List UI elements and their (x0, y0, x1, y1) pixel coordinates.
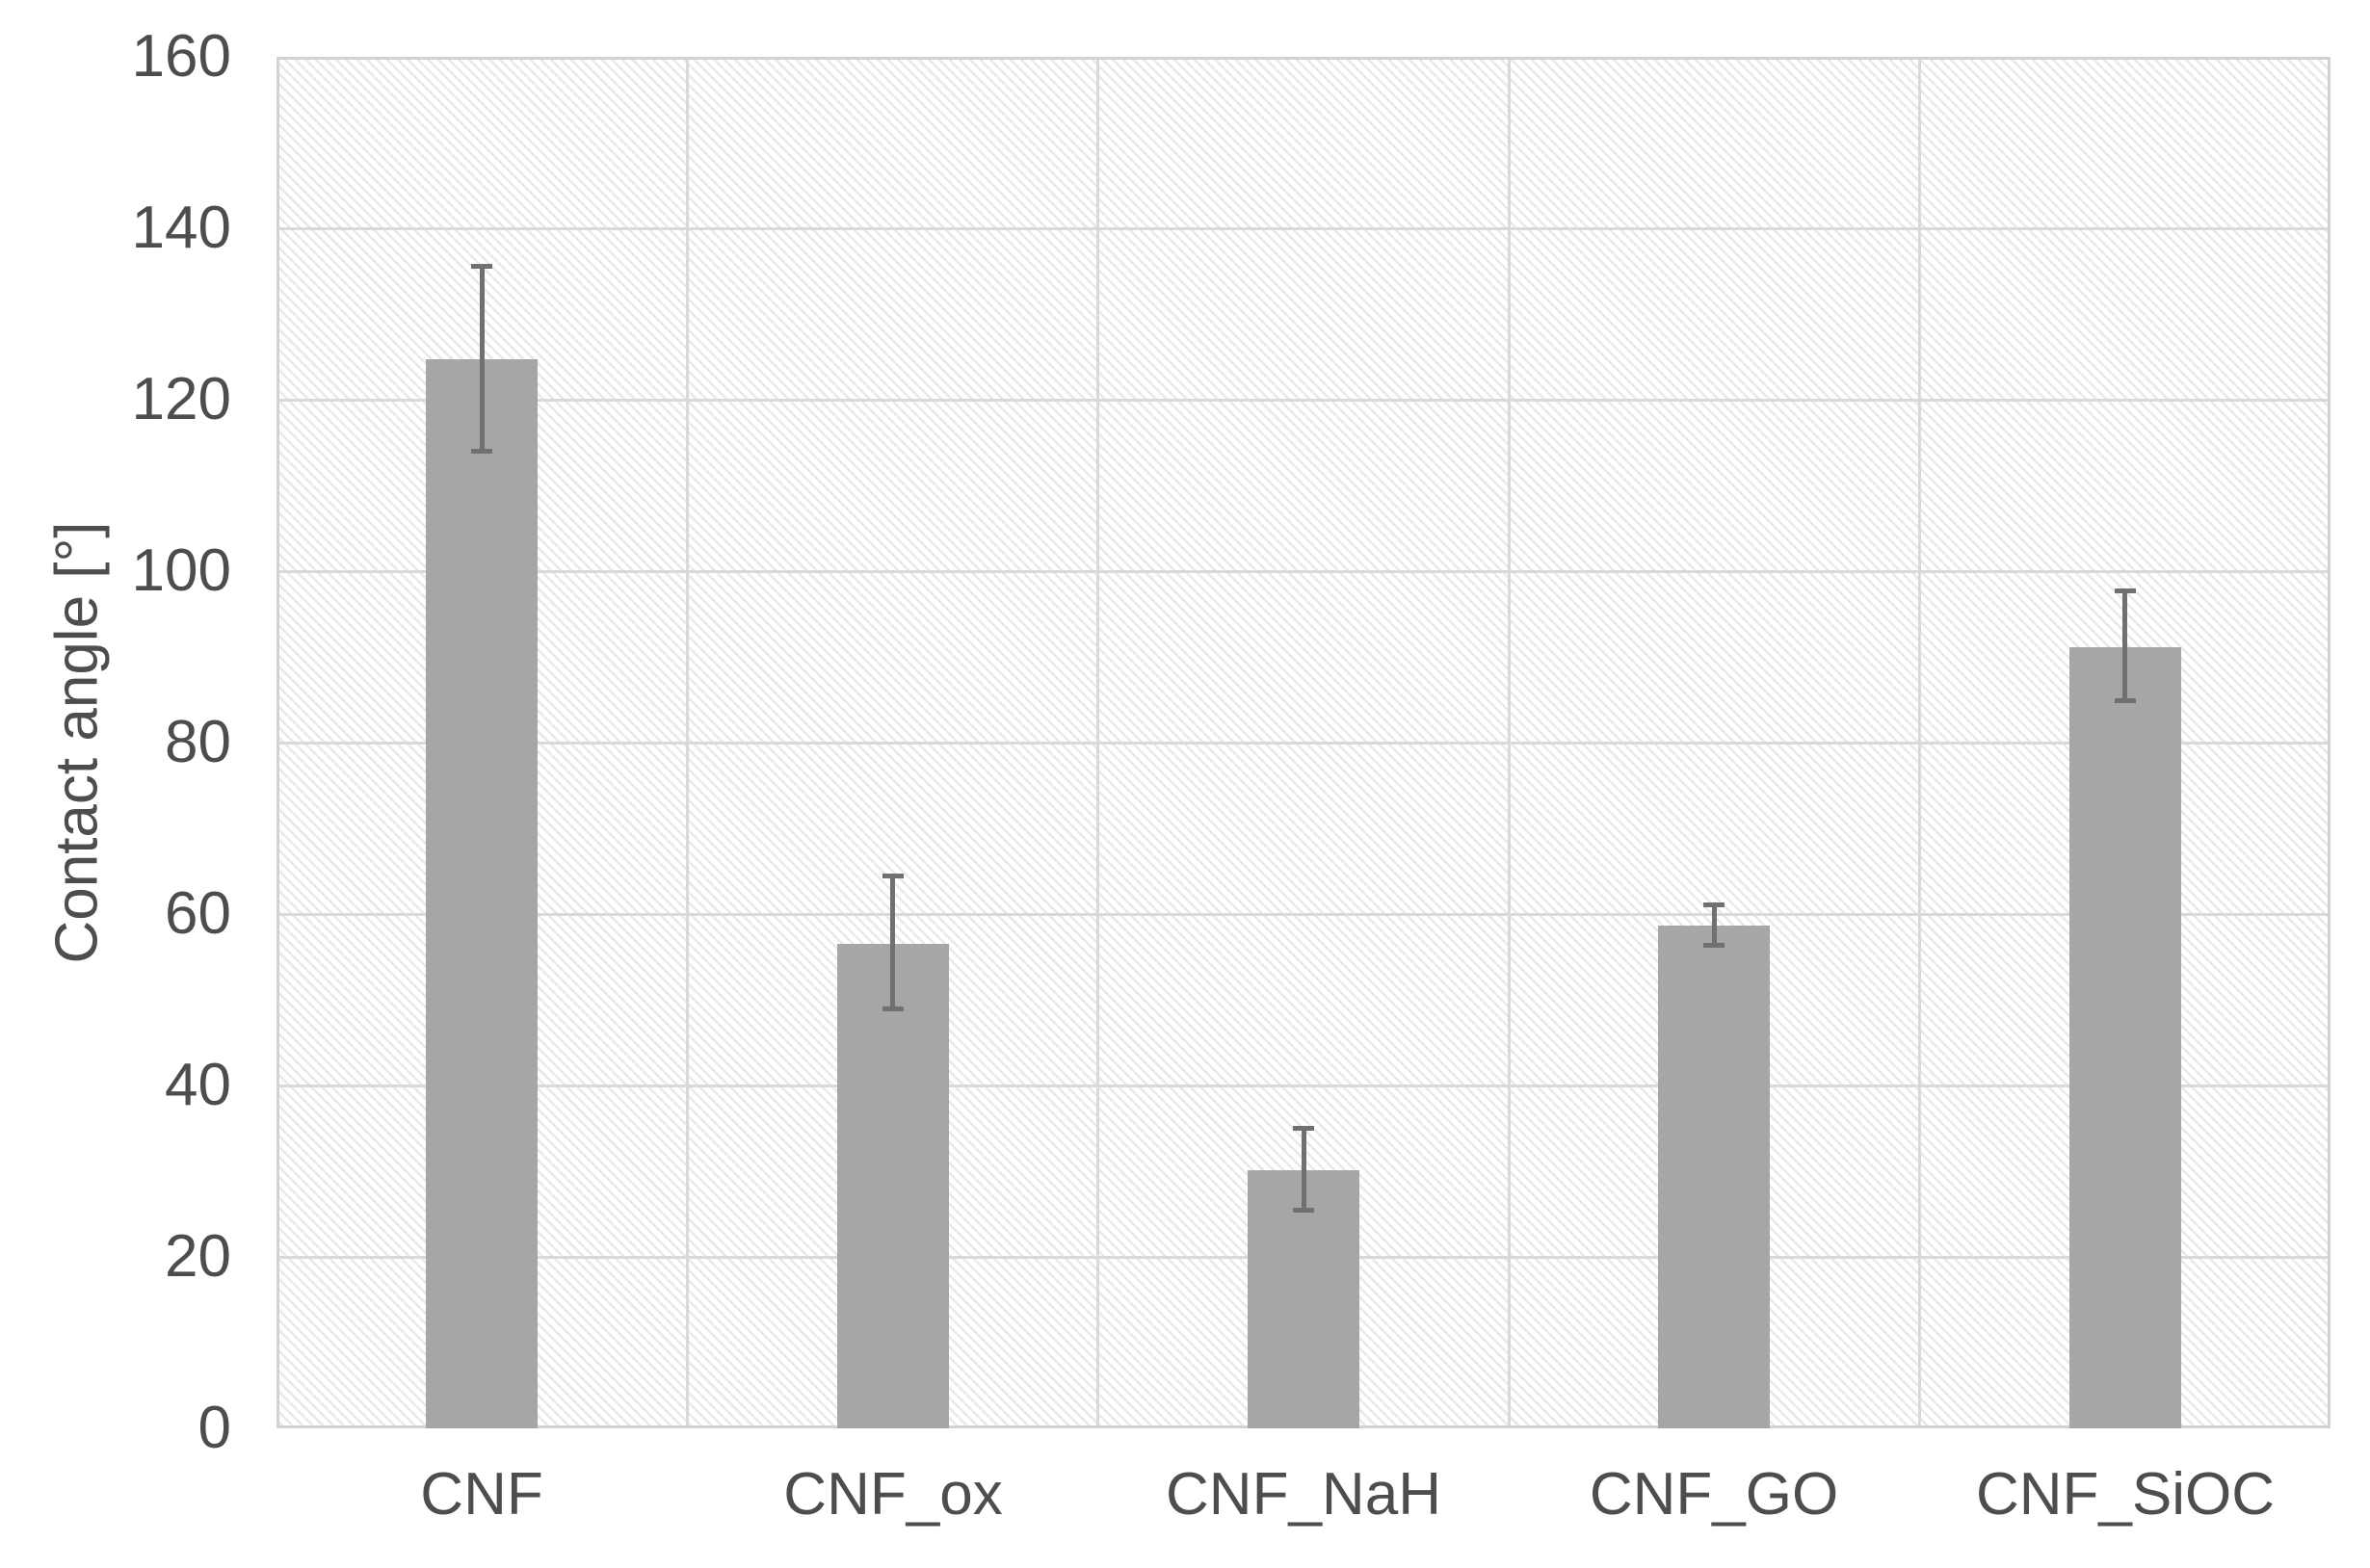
x-tick-label: CNF (420, 1461, 543, 1528)
vertical-gridline (1508, 57, 1511, 1428)
error-bar-cap (882, 874, 904, 878)
y-tick-label: 100 (131, 537, 231, 604)
plot-border (276, 57, 2330, 60)
plot-border (2328, 57, 2330, 1428)
error-bar-cap (2115, 588, 2136, 593)
plot-border (276, 57, 279, 1428)
error-bar-line (890, 876, 895, 1009)
y-tick-label: 20 (165, 1223, 231, 1290)
error-bar-line (1712, 904, 1717, 945)
error-bar-cap (471, 449, 492, 454)
x-tick-label: CNF_GO (1589, 1461, 1839, 1528)
horizontal-gridline (276, 1085, 2330, 1087)
y-tick-label: 40 (165, 1052, 231, 1118)
error-bar-line (2122, 590, 2127, 700)
error-bar-cap (1703, 943, 1725, 948)
plot-area (276, 57, 2330, 1428)
y-tick-label: 60 (165, 880, 231, 947)
error-bar-line (480, 266, 485, 451)
vertical-gridline (1096, 57, 1099, 1428)
y-axis-tick-labels: 0 20 40 60 80 100 120 140 160 (0, 0, 231, 1568)
bar (426, 359, 538, 1428)
y-tick-label: 80 (165, 709, 231, 775)
x-tick-label: CNF_ox (783, 1461, 1003, 1528)
error-bar-cap (1293, 1208, 1314, 1213)
vertical-gridline (1918, 57, 1921, 1428)
error-bar-cap (471, 264, 492, 269)
horizontal-gridline (276, 570, 2330, 573)
bar (837, 944, 949, 1428)
error-bar-line (1302, 1129, 1306, 1211)
y-tick-label: 140 (131, 195, 231, 261)
error-bar-cap (1293, 1126, 1314, 1131)
x-tick-label: CNF_NaH (1166, 1461, 1441, 1528)
horizontal-gridline (276, 742, 2330, 745)
error-bar-cap (882, 1006, 904, 1011)
y-tick-label: 120 (131, 366, 231, 432)
x-tick-label: CNF_SiOC (1975, 1461, 2276, 1528)
error-bar-cap (2115, 698, 2136, 703)
horizontal-gridline (276, 227, 2330, 230)
error-bar-cap (1703, 902, 1725, 907)
bar (2069, 647, 2181, 1428)
horizontal-gridline (276, 399, 2330, 402)
vertical-gridline (686, 57, 689, 1428)
horizontal-gridline (276, 913, 2330, 916)
y-tick-label: 0 (198, 1395, 231, 1461)
bar (1658, 926, 1770, 1428)
y-tick-label: 160 (131, 23, 231, 90)
bar (1248, 1170, 1359, 1428)
